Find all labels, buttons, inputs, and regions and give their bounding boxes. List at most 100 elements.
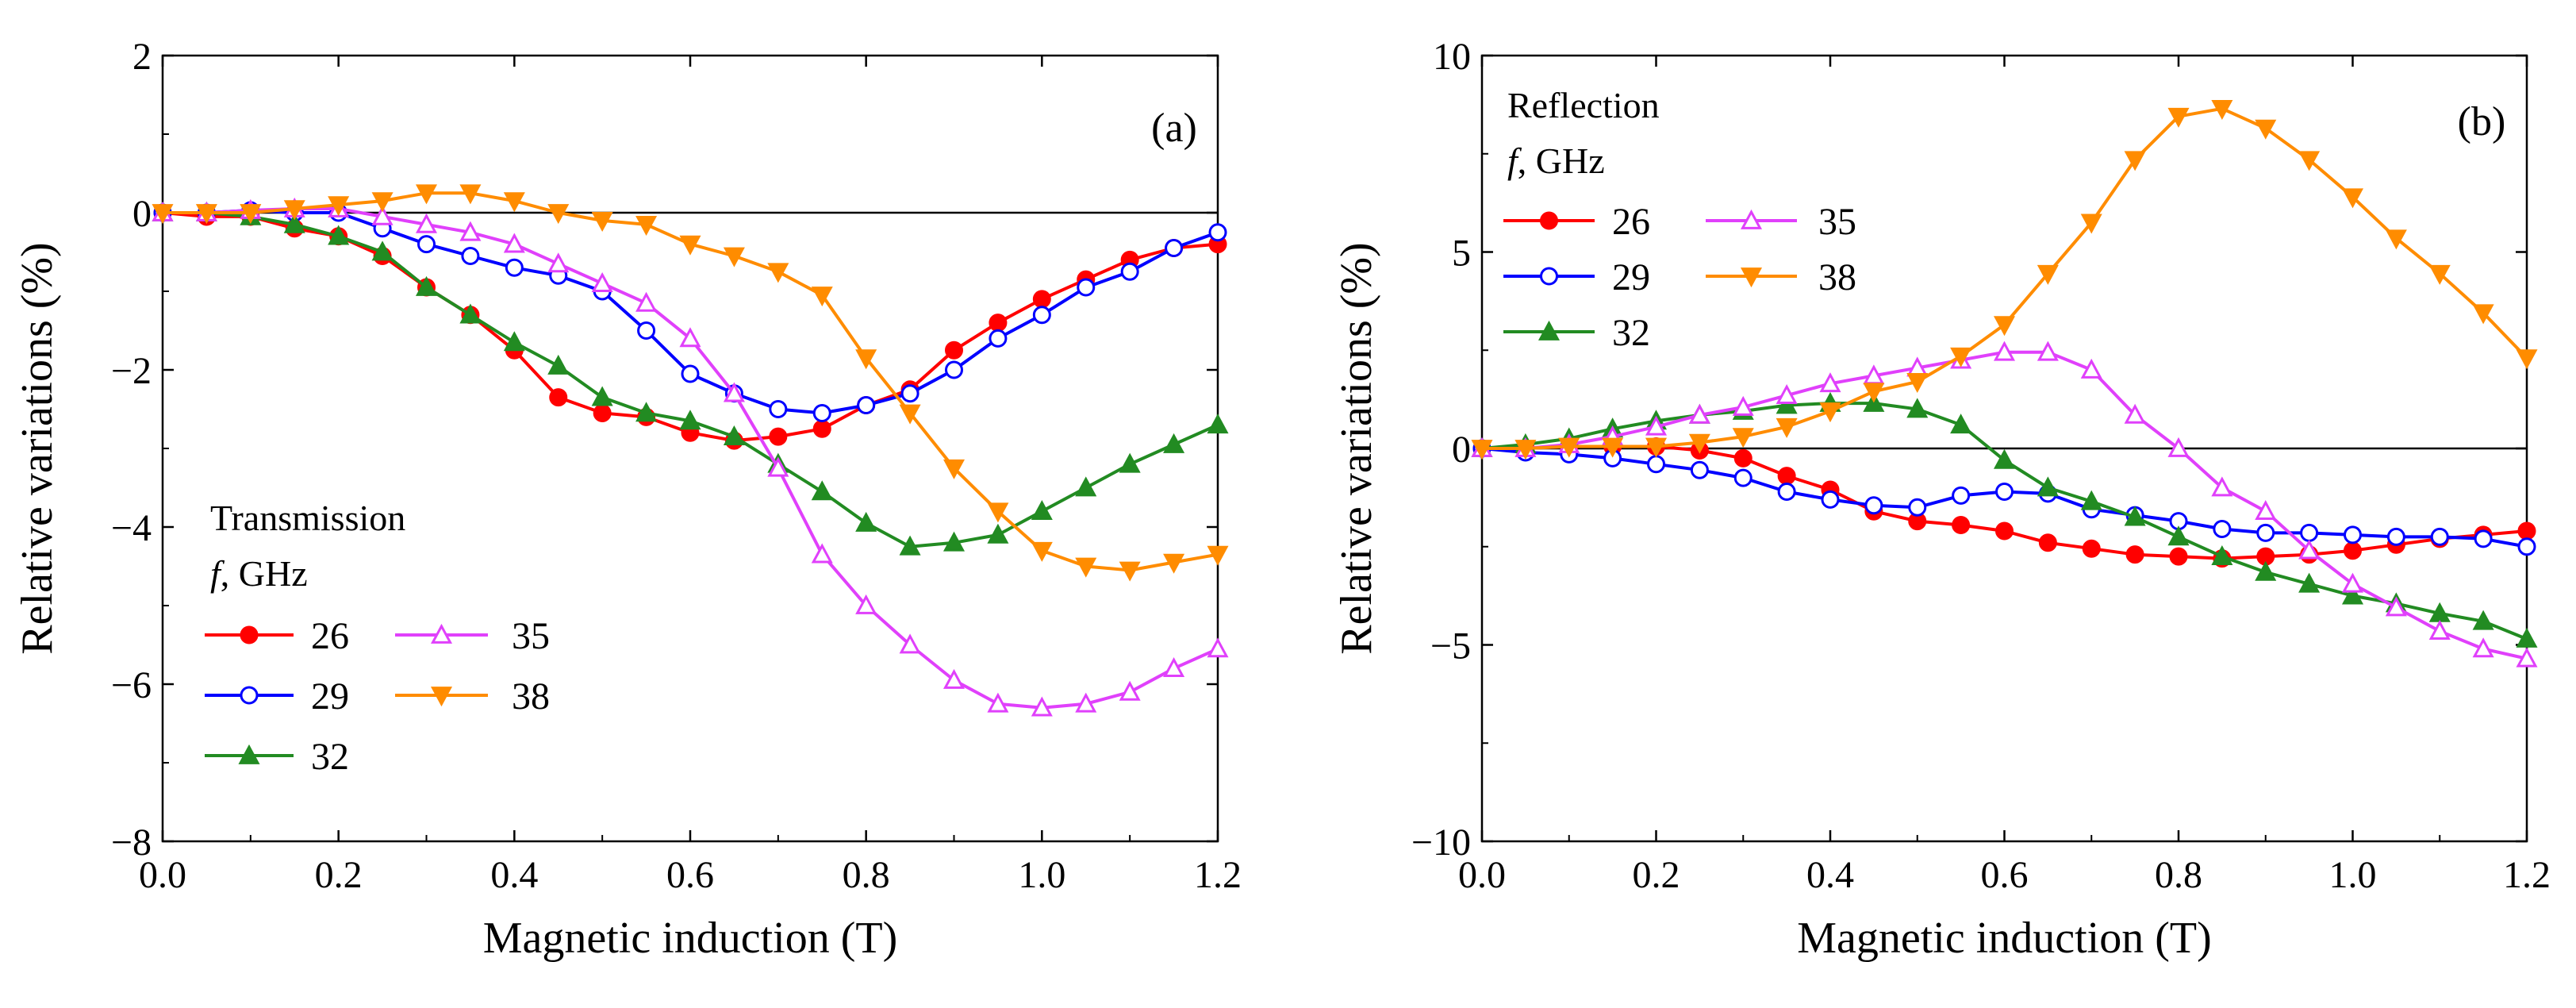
data-point xyxy=(1732,428,1754,448)
y-tick-label: −10 xyxy=(1411,821,1471,864)
data-point xyxy=(811,480,833,501)
data-point xyxy=(459,221,482,241)
data-point xyxy=(2341,584,2364,605)
data-point xyxy=(942,668,966,689)
data-point xyxy=(2124,506,2146,526)
data-point xyxy=(1207,414,1229,434)
data-point xyxy=(371,240,394,261)
data-point xyxy=(1864,496,1883,515)
data-point xyxy=(2167,525,2190,546)
data-point xyxy=(1471,440,1493,460)
data-point xyxy=(328,225,350,245)
data-point xyxy=(417,235,436,254)
data-point xyxy=(1075,557,1097,578)
x-tick-label: 0.4 xyxy=(490,854,538,896)
legend-swatch-marker xyxy=(1540,211,1558,230)
data-point xyxy=(503,331,525,352)
legend-title: Transmission xyxy=(210,498,405,538)
data-point xyxy=(899,404,921,425)
legend-swatch-marker xyxy=(1740,267,1763,288)
data-point xyxy=(2256,523,2275,542)
data-point xyxy=(679,410,701,430)
data-point xyxy=(855,349,877,370)
data-point xyxy=(371,205,394,225)
data-point xyxy=(1163,553,1185,574)
data-point xyxy=(2298,151,2321,171)
legend-entry-29: 29 xyxy=(1503,256,1650,298)
data-point xyxy=(1777,482,1796,501)
data-point xyxy=(1119,561,1141,582)
data-point xyxy=(2124,151,2146,171)
data-point xyxy=(987,502,1009,523)
data-point xyxy=(989,314,1008,333)
x-axis-label: Magnetic induction (T) xyxy=(483,914,898,963)
data-point xyxy=(2298,539,2321,560)
series-38 xyxy=(152,184,1229,582)
data-point xyxy=(503,192,525,213)
y-tick-label: 5 xyxy=(1452,233,1471,275)
panel-a-transmission: 0.0 0.2 0.4 0.6 0.8 1.0 1.2 −8 −6 −4 −2 0 2 Magnetic … xyxy=(13,36,1242,963)
data-point xyxy=(1995,521,2014,541)
legend-entry-38: 38 xyxy=(395,675,550,718)
y-tick-label: 10 xyxy=(1433,36,1471,78)
data-point xyxy=(1075,476,1097,497)
data-point xyxy=(2516,349,2538,370)
data-point xyxy=(2037,476,2059,497)
data-point xyxy=(723,247,745,267)
data-point xyxy=(2298,572,2321,593)
data-point xyxy=(1690,460,1709,479)
data-point xyxy=(461,246,480,265)
data-point xyxy=(1908,498,1927,517)
y-tick-label: −8 xyxy=(111,821,152,864)
legend-label: 35 xyxy=(1818,201,1856,243)
y-axis-label: Relative variations (%) xyxy=(13,242,62,654)
data-point xyxy=(635,216,658,237)
data-point xyxy=(2124,403,2146,424)
legend-swatch-marker xyxy=(238,744,260,764)
data-point xyxy=(1821,490,1840,509)
legend-entry-35: 35 xyxy=(1706,201,1856,243)
data-point xyxy=(2385,596,2407,617)
series-line-35 xyxy=(1482,350,2528,660)
data-point xyxy=(2517,537,2536,556)
x-tick-label: 0.8 xyxy=(843,854,890,896)
y-tick-label: −5 xyxy=(1430,625,1471,668)
legend-label: 32 xyxy=(311,736,349,778)
data-point xyxy=(2038,533,2057,552)
data-point xyxy=(2516,647,2538,668)
legend-label: 26 xyxy=(1612,201,1650,243)
data-point xyxy=(1863,383,1885,403)
data-point xyxy=(1993,340,2016,361)
data-point xyxy=(812,419,831,438)
data-point xyxy=(2169,547,2188,566)
data-point xyxy=(855,511,877,532)
series-29 xyxy=(153,201,1227,422)
data-point xyxy=(2125,545,2144,564)
data-point xyxy=(2080,490,2102,510)
data-point xyxy=(635,291,658,312)
data-point xyxy=(769,400,788,418)
data-point xyxy=(2300,523,2319,542)
data-point xyxy=(1120,262,1139,281)
legend-swatch-marker xyxy=(1538,320,1561,340)
data-point xyxy=(1031,696,1053,717)
data-point xyxy=(1995,482,2014,501)
legend-entry-29: 29 xyxy=(205,675,349,718)
data-point xyxy=(195,204,217,225)
data-point xyxy=(899,633,921,654)
data-point xyxy=(2386,527,2405,546)
data-point xyxy=(1950,414,1972,434)
legend-swatch-marker xyxy=(430,623,453,644)
x-tick-label: 0.6 xyxy=(1981,854,2029,896)
data-point xyxy=(1906,373,1929,394)
legend-label: 26 xyxy=(311,615,349,657)
data-point xyxy=(2037,264,2059,285)
data-point xyxy=(635,402,658,422)
data-point xyxy=(371,192,394,213)
data-point xyxy=(1031,541,1053,562)
data-point xyxy=(2211,99,2233,120)
data-point xyxy=(2474,529,2493,548)
data-point xyxy=(2472,610,2494,630)
legend-entry-32: 32 xyxy=(205,736,349,778)
